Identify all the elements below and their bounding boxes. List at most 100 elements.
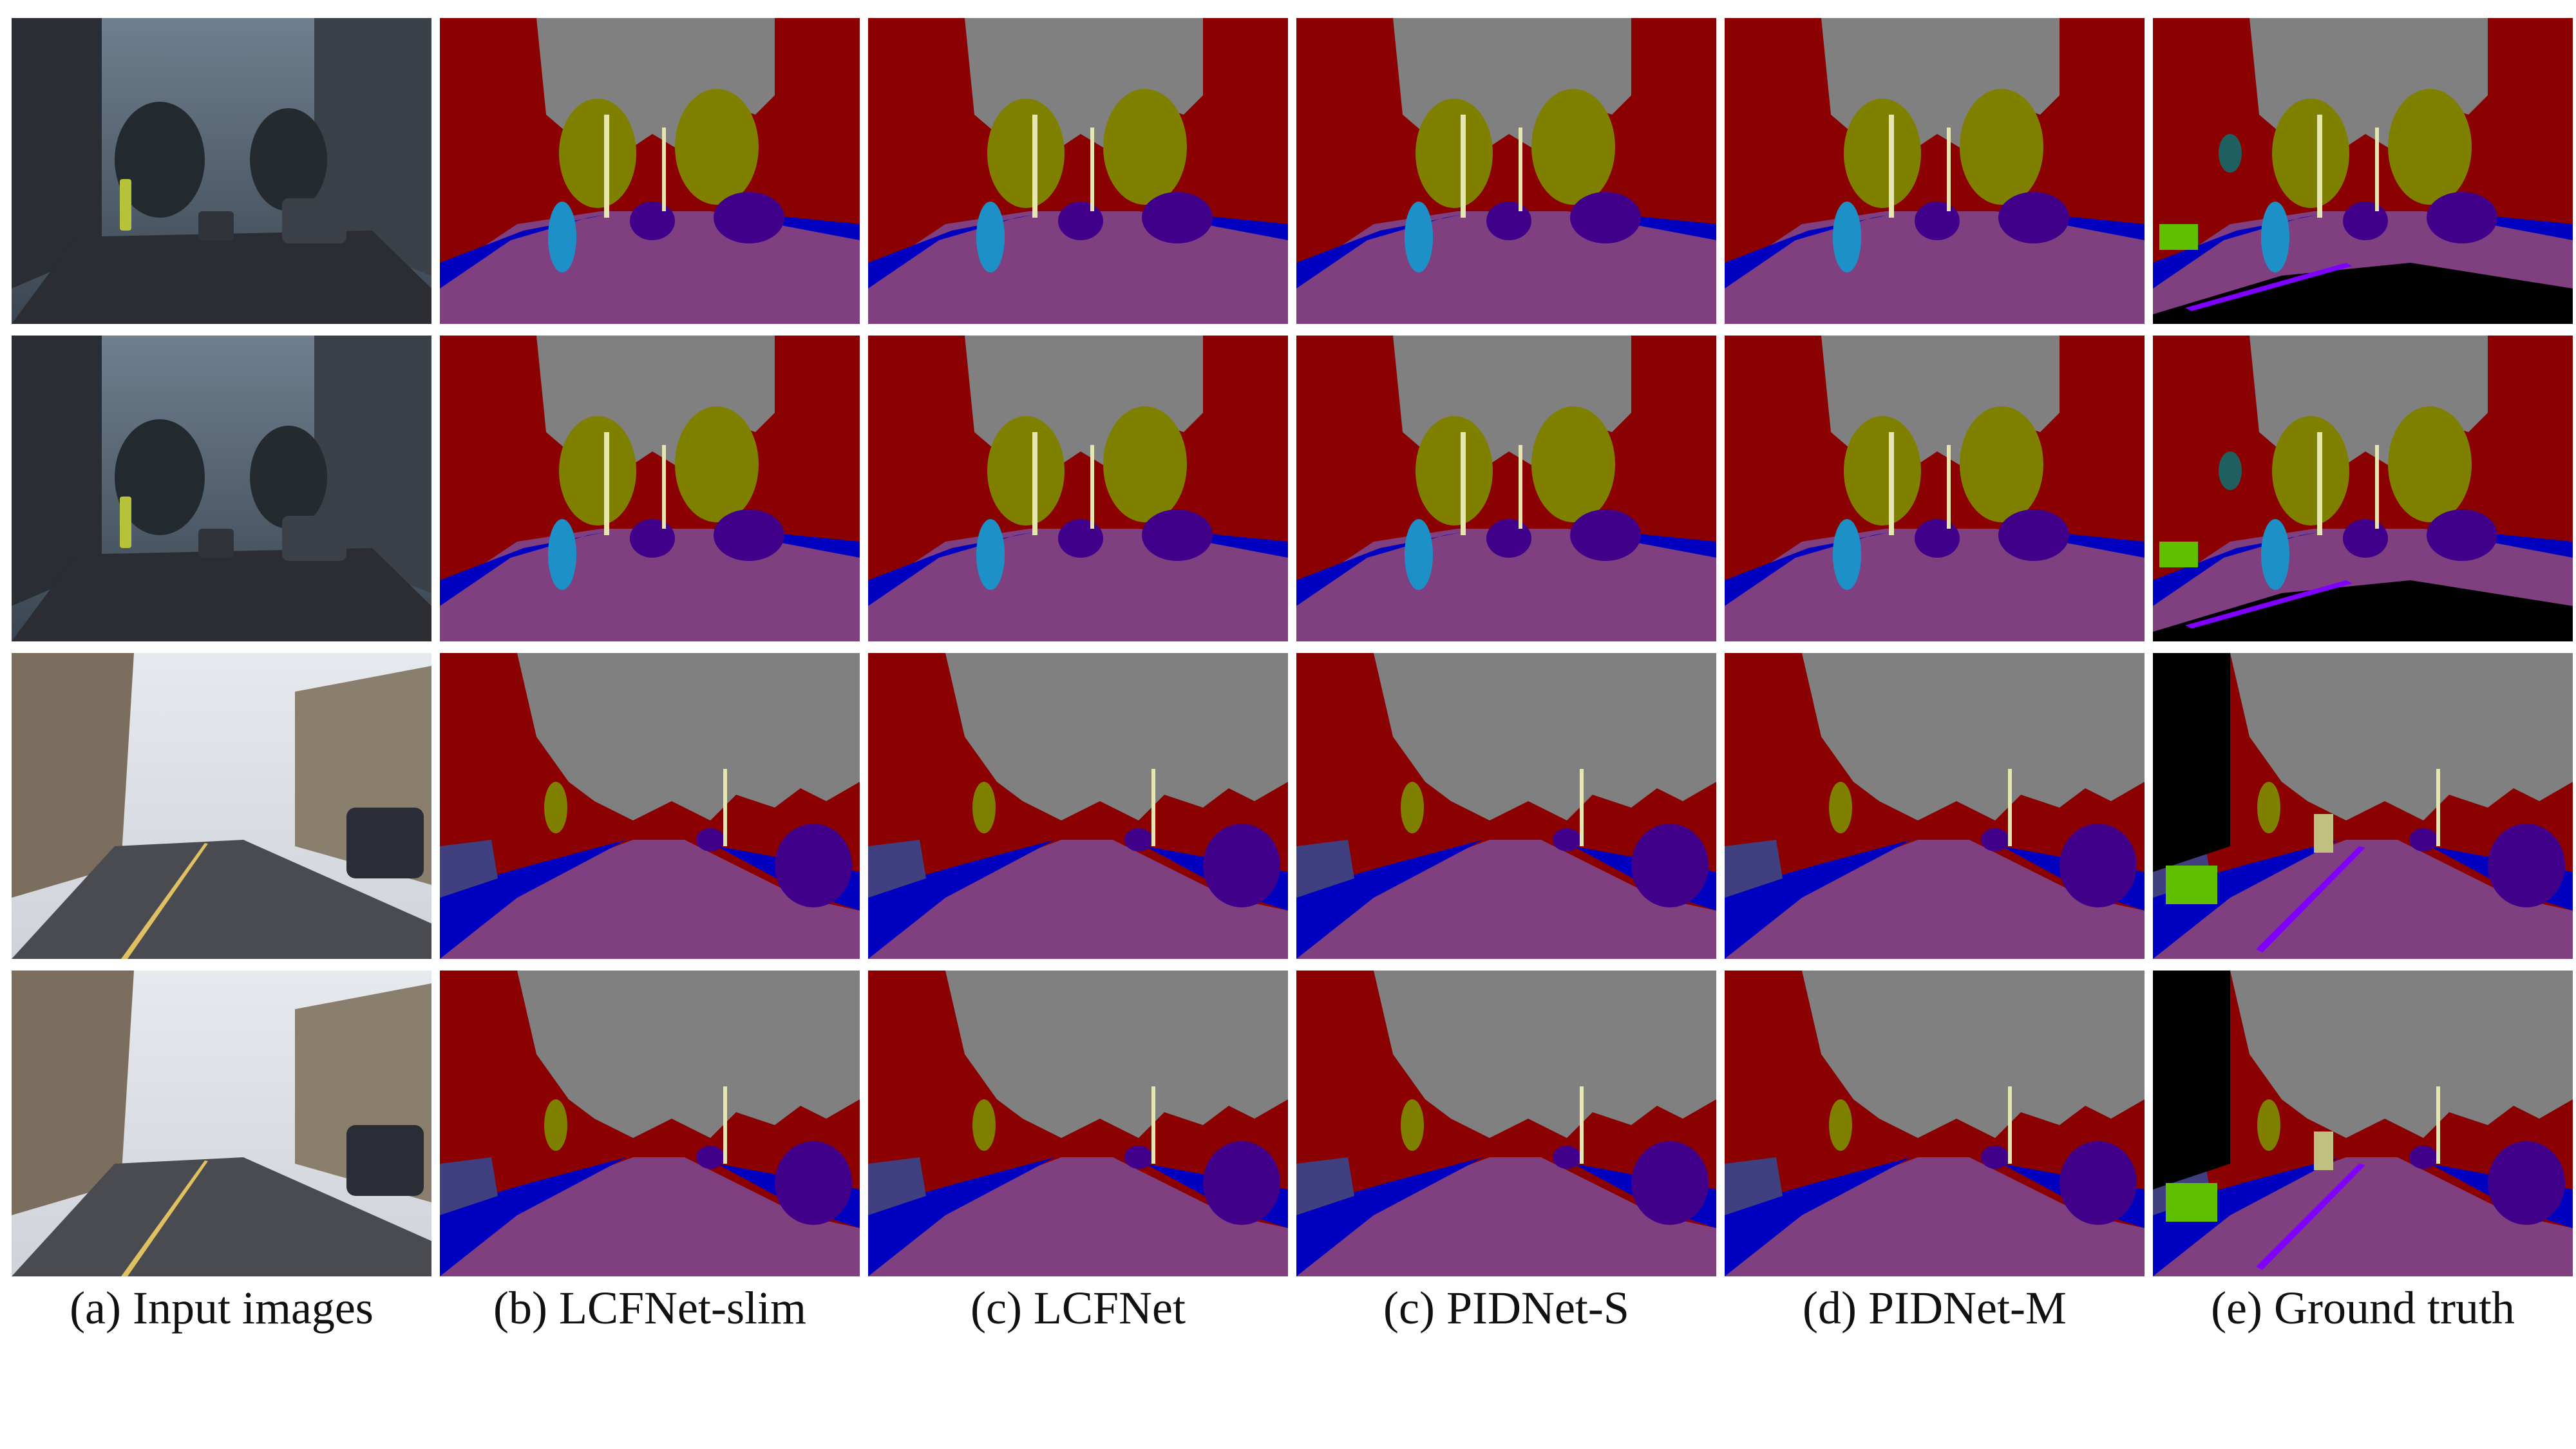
car-region — [1124, 1146, 1153, 1169]
prediction-row-4-col-5 — [1725, 971, 2145, 1276]
road-area — [12, 231, 431, 324]
tree-area — [115, 419, 205, 535]
car-region — [1058, 519, 1103, 558]
caption-col-6: (e) Ground truth — [2211, 1282, 2515, 1334]
pedestrian-region — [1405, 202, 1433, 272]
caption-col-2: (b) LCFNet-slim — [493, 1282, 806, 1334]
lane-marking — [2256, 1164, 2365, 1270]
sidewalk-region — [868, 214, 1036, 289]
pole-region — [2436, 769, 2440, 846]
tree-area — [250, 108, 327, 211]
tree-area — [250, 426, 327, 529]
road-region — [1296, 1157, 1716, 1276]
fence-region — [868, 1157, 926, 1215]
car-region — [1570, 509, 1641, 561]
tree-region — [2272, 416, 2349, 526]
lane-marking — [2185, 263, 2353, 311]
pedestrian-region — [2261, 519, 2289, 590]
tree-region — [544, 782, 567, 833]
void-region — [2153, 580, 2573, 641]
building-area — [12, 971, 134, 1215]
pedestrian-region — [548, 519, 576, 590]
pole-region — [1461, 115, 1466, 218]
prediction-row-2-col-5 — [1725, 336, 2145, 641]
road-marking — [121, 1160, 208, 1276]
car-region — [1058, 202, 1103, 240]
prediction-row-4-col-2 — [440, 971, 860, 1276]
segmentation-svg — [12, 653, 431, 959]
car-area — [282, 198, 346, 243]
sky-region — [1374, 653, 1716, 820]
pole-region — [723, 1086, 727, 1164]
fence-region — [1296, 840, 1354, 898]
road-region — [1725, 1157, 2145, 1276]
tree-region — [1401, 782, 1424, 833]
car-area — [346, 1125, 424, 1196]
segmentation-svg — [868, 971, 1288, 1276]
tree-region — [2272, 99, 2349, 208]
tree-region — [2257, 1099, 2280, 1151]
sky-region — [1802, 971, 2145, 1138]
pole-region — [1032, 115, 1037, 218]
prediction-row-1-col-4 — [1296, 18, 1716, 324]
cyclist-area — [120, 497, 131, 548]
pole-region — [1519, 445, 1522, 529]
sky-region — [2230, 653, 2573, 820]
sidewalk-region — [868, 1157, 1055, 1276]
bicyclist-region — [2166, 866, 2217, 904]
tree-region — [1829, 1099, 1852, 1151]
car-area — [198, 529, 234, 558]
road-region — [2153, 840, 2573, 959]
pole-region — [662, 445, 666, 529]
pole-region — [1580, 1086, 1584, 1164]
car-region — [2488, 1141, 2565, 1225]
segmentation-svg — [440, 971, 860, 1276]
segmentation-svg — [1296, 971, 1716, 1276]
figure-grid — [12, 18, 2573, 1276]
road-region — [1725, 840, 2145, 959]
road-area — [12, 548, 431, 641]
sky-region — [517, 971, 860, 1138]
segmentation-svg — [1725, 336, 2145, 641]
pole-region — [1519, 128, 1522, 211]
car-region — [1553, 1146, 1581, 1169]
prediction-row-3-col-4 — [1296, 653, 1716, 959]
car-region — [1486, 519, 1531, 558]
tree-region — [2388, 406, 2472, 522]
segmentation-svg — [2153, 971, 2573, 1276]
pole-region — [604, 432, 609, 535]
bicyclist-region — [2159, 542, 2198, 567]
bicyclist-region — [2166, 1183, 2217, 1222]
prediction-row-1-col-3 — [868, 18, 1288, 324]
sidewalk-region — [1725, 532, 1892, 606]
sidewalk-region — [2153, 532, 2320, 606]
prediction-row-1-col-5 — [1725, 18, 2145, 324]
sidewalk-region — [1725, 1157, 1911, 1276]
tree-area — [115, 102, 205, 218]
sidewalk-region — [1725, 840, 1911, 959]
segmentation-svg — [12, 971, 431, 1276]
tree-region — [972, 1099, 996, 1151]
pole-region — [1889, 115, 1894, 218]
segmentation-svg — [440, 653, 860, 959]
tree-region — [972, 782, 996, 833]
tree-region — [987, 416, 1065, 526]
car-region — [2343, 202, 2388, 240]
car-region — [1915, 519, 1960, 558]
pole-region — [1151, 1086, 1155, 1164]
road-region — [440, 840, 860, 959]
pole-region — [2436, 1086, 2440, 1164]
pole-region — [2317, 115, 2322, 218]
car-region — [1142, 509, 1213, 561]
car-region — [1631, 824, 1709, 907]
caption-row: (a) Input images (b) LCFNet-slim (c) LCFNe… — [12, 1282, 2573, 1334]
ground-truth-row-2 — [2153, 336, 2573, 641]
prediction-row-1-col-2 — [440, 18, 860, 324]
sign-region — [2219, 451, 2242, 490]
sky-region — [517, 653, 860, 820]
input-image-row-4 — [12, 971, 431, 1276]
car-region — [630, 202, 675, 240]
fence-region — [1725, 1157, 1783, 1215]
pole-region — [1580, 769, 1584, 846]
road-marking — [121, 843, 208, 959]
